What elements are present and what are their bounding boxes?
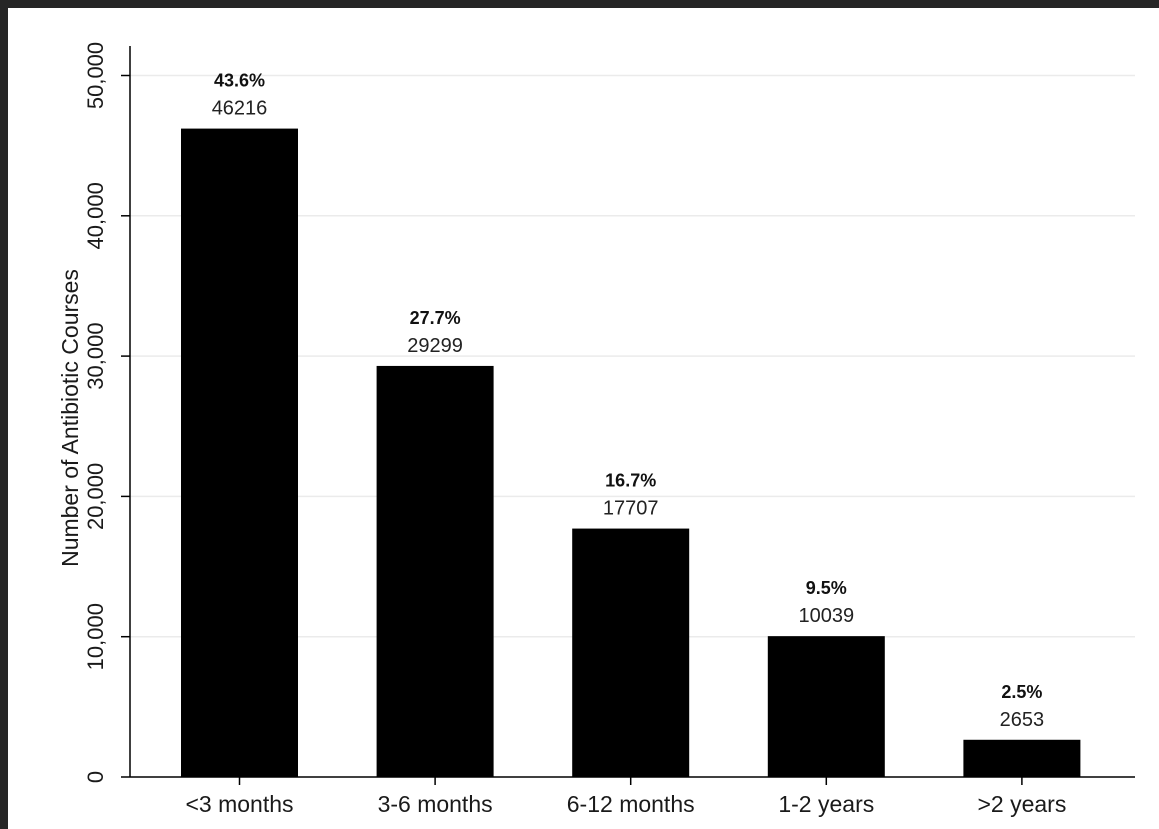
x-tick-label: 6-12 months: [567, 791, 695, 817]
bar-value-label: 29299: [407, 335, 463, 357]
bar-value-label: 2653: [1000, 709, 1045, 731]
x-tick-label: 3-6 months: [378, 791, 493, 817]
bar: [768, 636, 885, 777]
y-tick-label: 40,000: [83, 182, 108, 249]
y-tick-label: 10,000: [83, 603, 108, 670]
bar: [181, 129, 298, 777]
bar-chart: 0 10,000 20,000 30,000 40,000 50,000 46216 43.…: [8, 8, 1159, 829]
x-tick-label: >2 years: [977, 791, 1066, 817]
bar-percent-label: 16.7%: [605, 471, 656, 491]
bar-percent-label: 9.5%: [806, 578, 847, 598]
y-tick-label: 20,000: [83, 463, 108, 530]
bar-percent-label: 2.5%: [1001, 682, 1042, 702]
bars: [181, 129, 1080, 777]
bar: [963, 740, 1080, 777]
chart-frame: 0 10,000 20,000 30,000 40,000 50,000 46216 43.…: [8, 8, 1159, 829]
bar-value-label: 10039: [798, 605, 854, 627]
bar-percent-label: 43.6%: [214, 71, 265, 91]
y-tick-label: 0: [83, 771, 108, 783]
y-axis-title: Number of Antibiotic Courses: [57, 269, 83, 567]
y-tick-label: 30,000: [83, 322, 108, 389]
bar-value-label: 17707: [603, 498, 659, 520]
y-tick-label: 50,000: [83, 42, 108, 109]
x-tick-label: <3 months: [185, 791, 293, 817]
bar: [572, 529, 689, 777]
bar-percent-label: 27.7%: [410, 308, 461, 328]
bar: [377, 366, 494, 777]
bar-value-label: 46216: [212, 98, 268, 120]
x-tick-label: 1-2 years: [778, 791, 874, 817]
